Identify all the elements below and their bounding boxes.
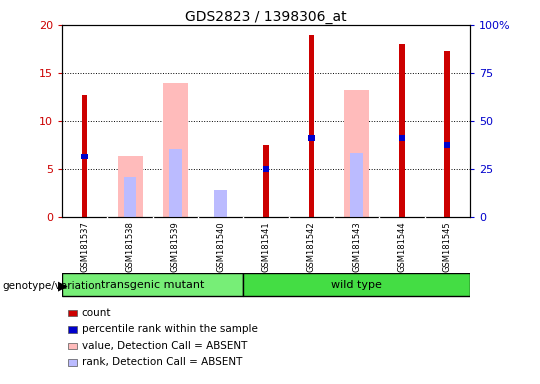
Title: GDS2823 / 1398306_at: GDS2823 / 1398306_at — [185, 10, 347, 24]
Bar — [82, 95, 87, 217]
Bar — [262, 166, 269, 172]
Bar — [82, 154, 88, 159]
Bar — [308, 136, 314, 141]
Text: GSM181543: GSM181543 — [352, 222, 361, 272]
Text: GSM181540: GSM181540 — [216, 222, 225, 272]
Bar — [124, 177, 137, 217]
Bar — [263, 145, 269, 217]
Text: rank, Detection Call = ABSENT: rank, Detection Call = ABSENT — [82, 358, 242, 367]
Text: ▶: ▶ — [58, 280, 68, 293]
Bar — [399, 44, 404, 217]
Text: GSM181544: GSM181544 — [397, 222, 406, 272]
Text: genotype/variation: genotype/variation — [3, 281, 102, 291]
Text: count: count — [82, 308, 111, 318]
Text: value, Detection Call = ABSENT: value, Detection Call = ABSENT — [82, 341, 247, 351]
Bar — [163, 83, 188, 217]
Bar — [214, 190, 227, 217]
Bar — [118, 157, 143, 217]
Bar — [344, 90, 369, 217]
Bar — [444, 142, 450, 148]
Text: transgenic mutant: transgenic mutant — [101, 280, 204, 290]
Text: percentile rank within the sample: percentile rank within the sample — [82, 324, 258, 334]
Text: GSM181542: GSM181542 — [307, 222, 316, 272]
Text: GSM181537: GSM181537 — [80, 222, 89, 272]
Bar — [244, 273, 470, 296]
Text: GSM181539: GSM181539 — [171, 222, 180, 272]
Text: wild type: wild type — [331, 280, 382, 290]
Bar — [169, 149, 181, 217]
Bar — [444, 51, 450, 217]
Text: GSM181538: GSM181538 — [126, 222, 134, 272]
Bar — [350, 153, 363, 217]
Text: GSM181545: GSM181545 — [443, 222, 451, 272]
Text: GSM181541: GSM181541 — [261, 222, 271, 272]
Bar — [399, 136, 405, 141]
Bar — [308, 35, 314, 217]
Bar — [62, 273, 244, 296]
